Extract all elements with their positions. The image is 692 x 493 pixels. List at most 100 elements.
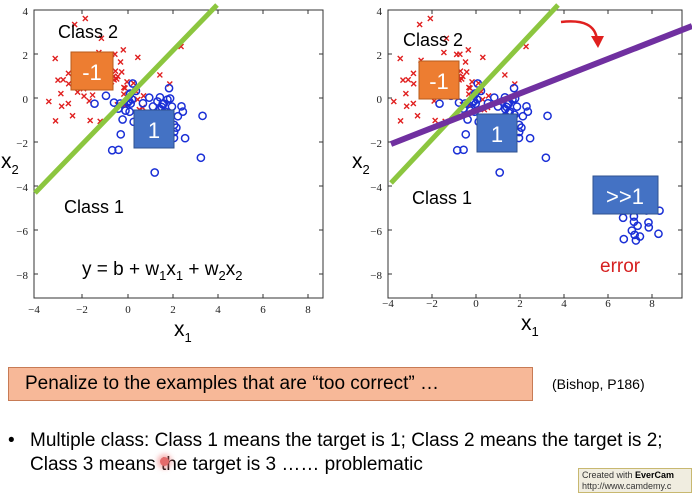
class1-circle-marker (654, 229, 663, 239)
y-tick-label: −6 (370, 226, 382, 238)
class2-cross-marker (410, 100, 417, 107)
svg-text:1: 1 (148, 118, 160, 143)
class2-cross-marker (65, 70, 72, 77)
y-tick-label: 4 (377, 6, 383, 18)
badge-much-greater-than-one: >>1 (592, 175, 659, 215)
class1-circle-marker (177, 102, 186, 111)
x-tick-label: 8 (305, 304, 311, 316)
green-decision-boundary (389, 3, 560, 185)
class2-cross-marker (390, 98, 397, 105)
class1-circle-marker (144, 93, 154, 102)
y-tick-label: 0 (377, 94, 383, 106)
callout-text: Penalize to the examples that are “too c… (25, 373, 439, 394)
class1-circle-marker (101, 91, 111, 101)
class2-cross-marker (81, 93, 88, 100)
bullet-point: • Multiple class: Class 1 means the targ… (8, 429, 680, 477)
y-tick-label: 0 (23, 94, 29, 106)
class2-cross-marker (403, 103, 410, 110)
x-tick-label: −4 (382, 298, 394, 310)
class1-circle-marker (109, 98, 119, 107)
class2-cross-marker (65, 80, 72, 87)
x-tick-label: 0 (473, 298, 479, 310)
shift-arrow-head (591, 36, 604, 48)
right-tick-labels: −4 −2 0 2 4 6 8 4 2 0 −2 −4 −6 −8 (370, 6, 655, 310)
y-tick-label: −4 (370, 182, 382, 194)
x-tick-label: 4 (561, 298, 567, 310)
class1-circle-marker (114, 145, 123, 155)
class1-circle-marker (125, 107, 134, 117)
class1-circle-marker (90, 99, 99, 109)
class1-circle-marker (512, 102, 522, 111)
class2-cross-marker (82, 15, 89, 22)
class2-cross-marker (479, 54, 486, 61)
class2-cross-marker (414, 112, 421, 119)
class1-circle-marker (461, 130, 471, 139)
y-tick-label: −4 (16, 182, 28, 194)
class2-cross-marker (117, 58, 124, 65)
y-tick-label: −6 (16, 226, 28, 238)
class2-cross-marker (410, 80, 417, 87)
class2-cross-marker (410, 70, 417, 77)
x-tick-label: 6 (605, 298, 611, 310)
class1-circle-marker (644, 223, 654, 232)
class2-cross-marker (89, 92, 96, 99)
x-tick-label: 8 (649, 298, 655, 310)
class2-cross-marker (112, 68, 119, 75)
x1-axis-label: x1 (521, 312, 539, 339)
left-scatter-plot: −4 −2 0 2 4 6 8 4 2 0 −2 −4 −6 −8 Class … (1, 3, 324, 345)
class2-cross-marker (523, 43, 530, 50)
linear-equation: y = b + w1x1 + w2x2 (82, 259, 242, 283)
class2-cross-marker (69, 112, 76, 119)
class1-circle-marker (630, 230, 640, 240)
x-tick-label: −2 (426, 298, 438, 310)
x-tick-label: −4 (28, 304, 40, 316)
class1-circle-marker (196, 153, 206, 163)
class1-circle-marker (435, 99, 444, 109)
left-tick-marks (33, 9, 323, 298)
x-tick-label: 0 (125, 304, 131, 316)
class1-circle-marker (509, 83, 519, 93)
class1-circle-marker (522, 102, 531, 111)
class2-cross-marker (118, 68, 125, 75)
class1-circle-marker (495, 168, 505, 177)
x1-axis-label: x1 (174, 318, 192, 345)
class1-circle-marker (619, 234, 629, 244)
class1-circle-marker (627, 226, 637, 235)
error-label: error (600, 256, 641, 277)
class2-cross-marker (60, 76, 67, 83)
class2-cross-marker (120, 91, 127, 98)
left-axes-frame (33, 9, 324, 299)
badge-positive-one: 1 (476, 113, 518, 153)
class2-cross-marker (87, 117, 94, 124)
class2-cross-marker (440, 49, 447, 56)
class1-circle-marker (541, 153, 551, 163)
class2-cross-marker (156, 71, 163, 78)
class2-cross-marker (405, 76, 412, 83)
class1-circle-marker (164, 83, 174, 93)
y-tick-label: 4 (23, 6, 29, 18)
class2-label: Class 2 (58, 22, 118, 42)
class2-cross-marker (399, 77, 406, 84)
class2-cross-marker (432, 117, 439, 124)
class2-cross-marker (52, 55, 59, 62)
class1-circle-marker (543, 111, 552, 121)
class2-cross-marker (402, 90, 409, 97)
class1-label: Class 1 (412, 188, 472, 208)
class1-circle-marker (128, 79, 138, 88)
shift-arrow (560, 20, 599, 41)
class2-cross-marker (98, 35, 105, 42)
class1-circle-marker (518, 111, 528, 121)
class2-cross-marker (443, 35, 450, 42)
x2-axis-label: x2 (1, 150, 19, 177)
svg-text:>>1: >>1 (606, 184, 644, 209)
bullet-marker: • (8, 430, 15, 451)
class2-cross-marker (52, 117, 59, 124)
class2-cross-marker (501, 71, 508, 78)
class1-circle-marker (107, 145, 117, 155)
class1-circle-marker (178, 107, 188, 117)
class1-circle-marker (116, 130, 126, 139)
class1-circle-marker (523, 107, 533, 117)
class2-cross-marker (453, 51, 460, 58)
x-tick-label: 2 (517, 298, 523, 310)
class2-cross-marker (65, 100, 72, 107)
